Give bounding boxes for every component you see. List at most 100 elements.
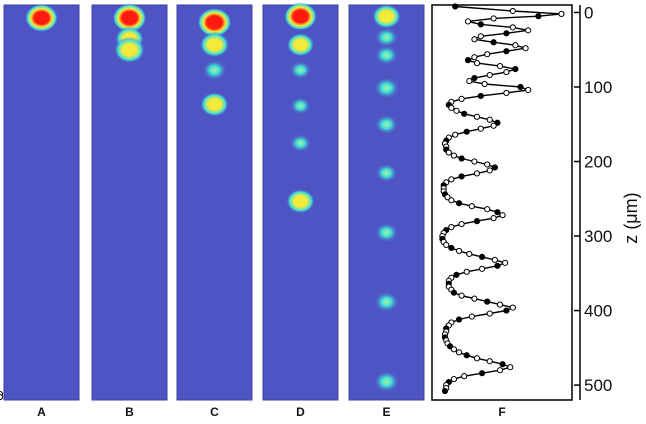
intensity-spot (373, 76, 400, 100)
profile-point (486, 167, 493, 174)
profile-point (509, 304, 516, 311)
intensity-spot (375, 163, 398, 183)
profile-point (448, 223, 455, 231)
panel-label-f: F (498, 405, 505, 419)
profile-point (461, 110, 468, 117)
profile-point (494, 262, 501, 269)
profile-point (486, 310, 493, 317)
profile-point (466, 250, 473, 258)
z-axis: 0 100 200 300 400 500 z (μm) (574, 3, 641, 400)
intensity-spot (25, 3, 58, 32)
profile-point (450, 346, 458, 353)
profile-point (490, 122, 497, 129)
profile-point (448, 197, 455, 204)
profile-point (452, 131, 459, 138)
profile-point (486, 358, 493, 365)
profile-frame (431, 4, 573, 401)
profile-point (473, 170, 481, 177)
heatmap-panels (3, 2, 425, 401)
z-tick-label: 100 (584, 78, 612, 97)
heatmap-background (3, 4, 80, 401)
profile-point (464, 18, 472, 25)
heatmap-background (91, 4, 168, 401)
profile-point (477, 21, 484, 28)
profile-point (0, 393, 4, 401)
profile-point (509, 24, 516, 31)
profile-point (477, 125, 484, 132)
profile-point (512, 42, 519, 49)
intensity-spot (289, 133, 312, 153)
profile-point (463, 128, 470, 135)
profile-point (455, 247, 463, 255)
profile-point (503, 68, 510, 76)
panel-label-b: B (125, 405, 134, 419)
intensity-spot (374, 222, 399, 243)
profile-point (490, 215, 497, 222)
intensity-spot (290, 96, 311, 115)
profile-point (509, 7, 516, 15)
profile-point (448, 176, 455, 183)
intensity-spot (374, 114, 399, 135)
z-tick-label: 500 (584, 376, 612, 395)
profile-point (463, 268, 470, 275)
intensity-spot (372, 4, 401, 29)
profile-point (461, 373, 468, 380)
intensity-spot (199, 32, 230, 58)
intensity-spot (289, 60, 312, 80)
profile-point (458, 221, 465, 228)
profile-point (471, 74, 478, 82)
profile-point (443, 241, 450, 249)
profile-point (517, 83, 524, 91)
profile-point (481, 80, 488, 88)
z-tick-label: 0 (584, 3, 593, 22)
profile-point (486, 71, 493, 79)
profile-point (448, 104, 455, 111)
intensity-spot (202, 59, 227, 81)
intensity-spot (374, 45, 399, 66)
profile-point (455, 349, 463, 356)
profile-point (494, 209, 501, 216)
profile-point (455, 200, 463, 207)
profile-point (503, 30, 510, 37)
profile-point (463, 352, 470, 359)
profile-point (450, 289, 458, 296)
z-tick-label: 200 (584, 153, 612, 172)
profile-point (450, 376, 458, 383)
profile-point (477, 92, 484, 100)
profile-point (496, 367, 504, 374)
profile-point (499, 212, 506, 219)
panel-labels: A B C D E F (37, 405, 506, 419)
profile-point (458, 173, 465, 180)
profile-point (525, 86, 532, 94)
profile-point (484, 161, 491, 168)
profile-point (503, 48, 510, 55)
profile-point (499, 361, 506, 368)
profile-point (466, 77, 473, 85)
profile-point (496, 301, 504, 308)
profile-point (464, 57, 472, 64)
profile-point (478, 253, 486, 261)
profile-point (507, 364, 514, 371)
heatmap-panel-b (91, 3, 168, 401)
heatmap-panel-a (3, 3, 80, 401)
profile-point (491, 256, 498, 263)
heatmap-panel-c (176, 4, 253, 401)
profile-point (441, 387, 449, 395)
profile-point (468, 203, 475, 210)
profile-point (502, 259, 509, 266)
profile-point (486, 116, 493, 123)
profile-point (471, 295, 478, 302)
heatmap-panel-d (262, 2, 339, 401)
profile-point (525, 27, 532, 34)
intensity-spot (373, 370, 400, 393)
profile-point (452, 3, 459, 10)
z-tick-label: 400 (584, 302, 612, 321)
profile-point (458, 155, 465, 162)
profile-point (455, 316, 463, 323)
profile-point (448, 244, 455, 252)
profile-point (512, 65, 519, 73)
heatmap-panel-e (348, 4, 425, 401)
profile-point (471, 54, 478, 61)
intensity-spot (200, 92, 229, 117)
profile-point (473, 113, 481, 120)
